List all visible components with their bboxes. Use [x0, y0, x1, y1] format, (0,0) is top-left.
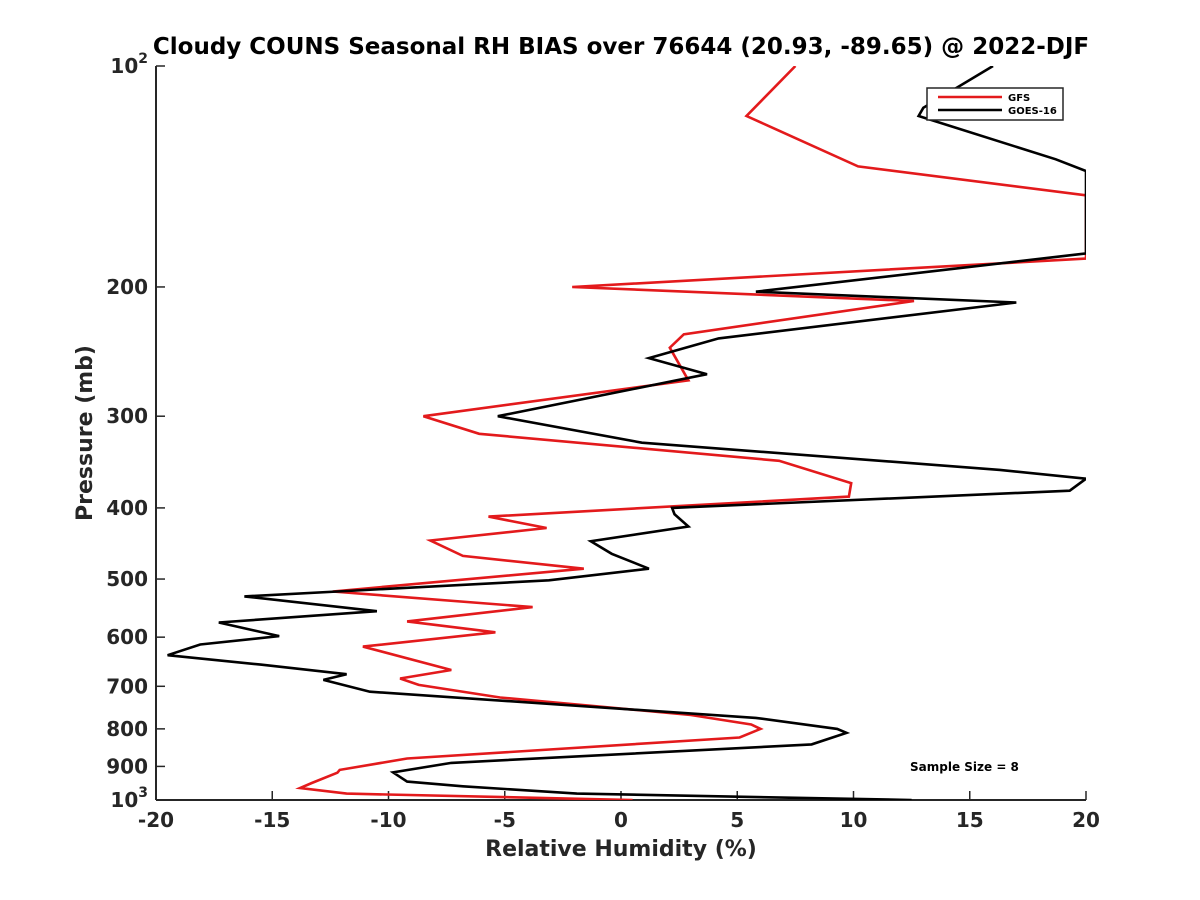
legend-box	[926, 87, 1064, 121]
y-tick-label: 800	[106, 717, 148, 741]
x-tick-label: -5	[494, 808, 516, 832]
x-tick-label: 0	[614, 808, 628, 832]
y-tick-label: 103	[110, 785, 148, 812]
series-line-goes16	[167, 66, 1086, 800]
y-tick-label: 200	[106, 275, 148, 299]
y-tick-label: 500	[106, 567, 148, 591]
x-tick-label: -20	[138, 808, 174, 832]
legend: GFS GOES-16	[926, 87, 1064, 121]
chart-title: Cloudy COUNS Seasonal RH BIAS over 76644…	[153, 34, 1089, 60]
y-tick-label: 102	[110, 51, 148, 78]
y-tick-label: 600	[106, 625, 148, 649]
x-axis-ticks: -20 -15 -10 -5 0 5 10 15 20	[138, 791, 1100, 832]
y-tick-label: 700	[106, 674, 148, 698]
x-tick-label: 15	[956, 808, 984, 832]
x-tick-label: 10	[840, 808, 868, 832]
y-tick-base: 10	[110, 54, 138, 78]
legend-label-gfs: GFS	[1008, 93, 1030, 104]
y-tick-label: 400	[106, 496, 148, 520]
x-tick-label: 5	[730, 808, 744, 832]
y-tick-base: 10	[110, 788, 138, 812]
series-line-gfs	[295, 66, 1086, 800]
x-tick-label: 20	[1072, 808, 1100, 832]
x-tick-label: -15	[254, 808, 290, 832]
x-tick-label: -10	[370, 808, 406, 832]
legend-label-goes16: GOES-16	[1008, 106, 1057, 117]
y-tick-exponent: 3	[138, 785, 148, 801]
series-layer	[167, 66, 1086, 800]
y-tick-label: 300	[106, 404, 148, 428]
x-axis-label: Relative Humidity (%)	[485, 837, 757, 862]
y-tick-label: 900	[106, 754, 148, 778]
sample-size-annotation: Sample Size = 8	[910, 760, 1019, 774]
y-tick-exponent: 2	[138, 51, 148, 67]
y-axis-label: Pressure (mb)	[73, 345, 98, 521]
